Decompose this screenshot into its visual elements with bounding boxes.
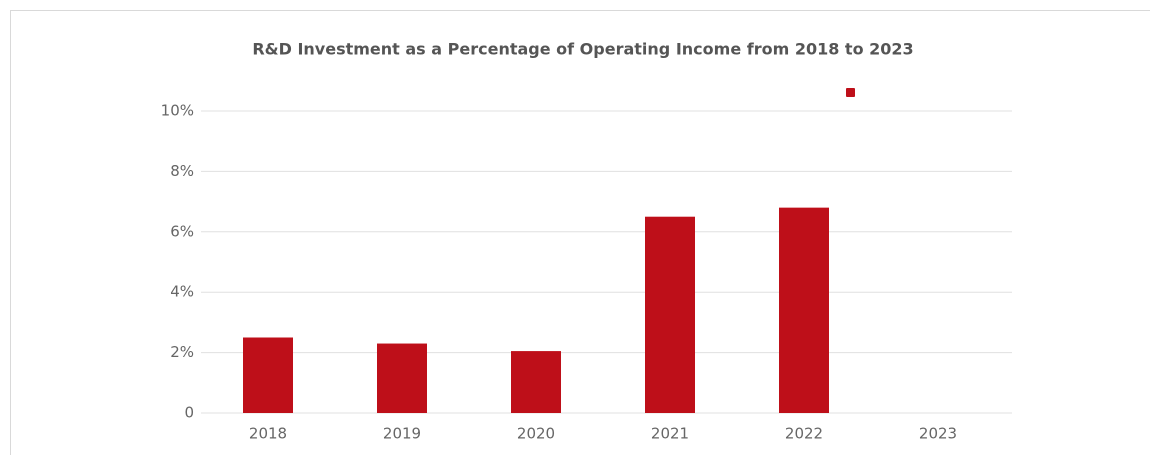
- y-tick-label: 10%: [161, 102, 194, 120]
- legend-marker: [846, 88, 855, 97]
- y-tick-label: 2%: [170, 343, 194, 361]
- y-tick-label: 6%: [170, 222, 194, 240]
- x-tick-label: 2018: [249, 425, 287, 443]
- y-tick-label: 8%: [170, 162, 194, 180]
- bar: [243, 337, 293, 413]
- chart-frame: [10, 10, 1150, 455]
- bar: [511, 351, 561, 413]
- x-tick-label: 2020: [517, 425, 555, 443]
- bar: [645, 216, 695, 413]
- x-tick-label: 2019: [383, 425, 421, 443]
- x-tick-label: 2021: [651, 425, 689, 443]
- x-tick-label: 2022: [785, 425, 823, 443]
- bar: [779, 207, 829, 413]
- x-tick-label: 2023: [919, 425, 957, 443]
- y-tick-label: 0: [184, 404, 194, 422]
- bar: [377, 343, 427, 413]
- chart-title: R&D Investment as a Percentage of Operat…: [252, 40, 913, 59]
- y-tick-label: 4%: [170, 283, 194, 301]
